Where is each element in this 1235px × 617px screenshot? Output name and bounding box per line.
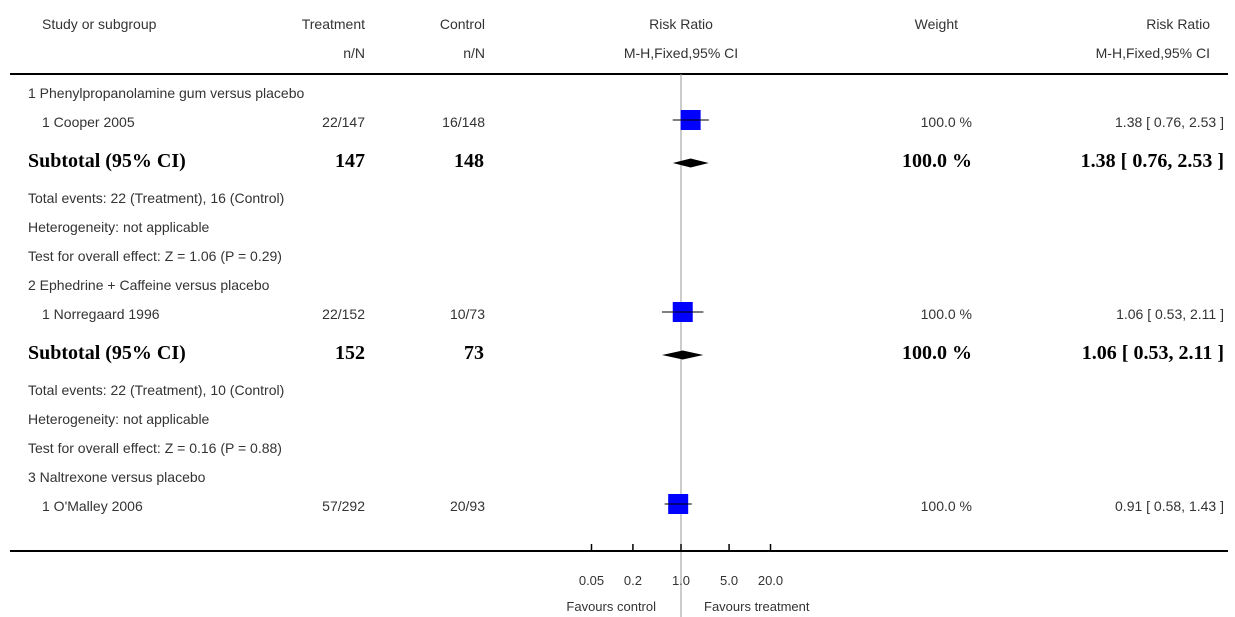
- subtotal-ci-text: 1.06 [ 0.53, 2.11 ]: [1081, 342, 1224, 364]
- x-tick-label: 0.2: [624, 573, 642, 588]
- overall-effect: Test for overall effect: Z = 0.16 (P = 0…: [28, 440, 282, 456]
- header-rr-text: Risk Ratio: [1146, 16, 1210, 32]
- study-ci-text: 1.06 [ 0.53, 2.11 ]: [1116, 306, 1224, 322]
- header-control-sub: n/N: [463, 45, 485, 61]
- header-rr-plot: Risk Ratio: [649, 16, 713, 32]
- subtotal-control: 148: [454, 150, 484, 172]
- header-control: Control: [439, 16, 485, 32]
- study-treatment: 22/152: [322, 306, 365, 322]
- overall-effect: Test for overall effect: Z = 1.06 (P = 0…: [28, 248, 282, 264]
- study-weight: 100.0 %: [920, 498, 972, 514]
- study-weight: 100.0 %: [920, 306, 972, 322]
- group-title: 3 Naltrexone versus placebo: [28, 469, 206, 485]
- study-treatment: 22/147: [322, 114, 365, 130]
- heterogeneity: Heterogeneity: not applicable: [28, 411, 210, 427]
- header-rule: [10, 73, 1228, 75]
- header-weight: Weight: [914, 16, 958, 32]
- study-control: 20/93: [449, 498, 485, 514]
- study-name: 1 Cooper 2005: [42, 114, 135, 130]
- study-weight: 100.0 %: [920, 114, 972, 130]
- header-treatment-sub: n/N: [343, 45, 365, 61]
- study-ci-text: 0.91 [ 0.58, 1.43 ]: [1115, 498, 1224, 514]
- header-rr-plot-sub: M-H,Fixed,95% CI: [623, 45, 739, 61]
- group-title: 2 Ephedrine + Caffeine versus placebo: [28, 277, 270, 293]
- total-events: Total events: 22 (Treatment), 16 (Contro…: [28, 190, 285, 206]
- subtotal-weight: 100.0 %: [902, 342, 972, 364]
- favours-control-label: Favours control: [566, 599, 656, 614]
- study-control: 10/73: [449, 306, 485, 322]
- study-name: 1 Norregaard 1996: [42, 306, 160, 322]
- subtotal-diamond: [662, 350, 704, 360]
- x-tick-label: 1.0: [672, 573, 690, 588]
- subtotal-label: Subtotal (95% CI): [28, 150, 186, 172]
- subtotal-label: Subtotal (95% CI): [28, 342, 186, 364]
- subtotal-weight: 100.0 %: [902, 150, 972, 172]
- subtotal-diamond: [672, 158, 709, 168]
- total-events: Total events: 22 (Treatment), 10 (Contro…: [28, 382, 285, 398]
- header-study: Study or subgroup: [42, 16, 157, 32]
- subtotal-ci-text: 1.38 [ 0.76, 2.53 ]: [1080, 150, 1224, 172]
- x-tick-label: 0.05: [579, 573, 604, 588]
- subtotal-treatment: 152: [335, 342, 365, 364]
- header-rr-text-sub: M-H,Fixed,95% CI: [1095, 45, 1210, 61]
- study-name: 1 O'Malley 2006: [42, 498, 143, 514]
- heterogeneity: Heterogeneity: not applicable: [28, 219, 210, 235]
- favours-treatment-label: Favours treatment: [704, 599, 810, 614]
- study-treatment: 57/292: [322, 498, 365, 514]
- header-treatment: Treatment: [301, 16, 365, 32]
- study-ci-text: 1.38 [ 0.76, 2.53 ]: [1115, 114, 1224, 130]
- subtotal-control: 73: [464, 342, 484, 364]
- x-tick-label: 20.0: [758, 573, 783, 588]
- x-tick-label: 5.0: [720, 573, 738, 588]
- subtotal-treatment: 147: [335, 150, 365, 172]
- study-control: 16/148: [442, 114, 485, 130]
- group-title: 1 Phenylpropanolamine gum versus placebo: [28, 85, 305, 101]
